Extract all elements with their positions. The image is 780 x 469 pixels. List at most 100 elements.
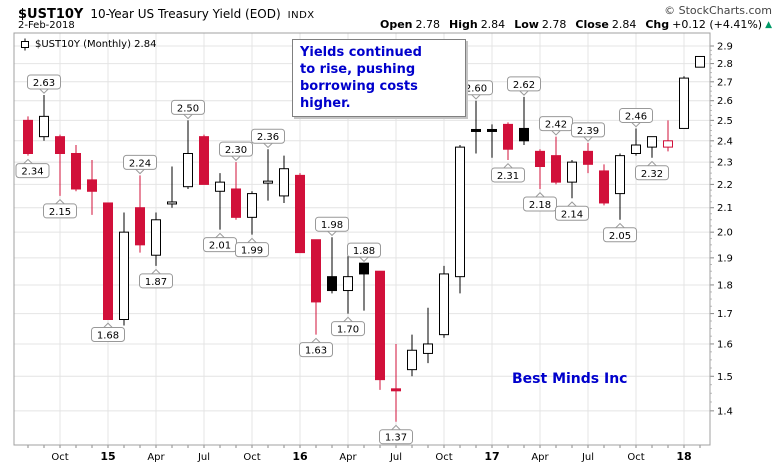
callout-value: 2.24 xyxy=(129,158,151,169)
price-callout: 2.14 xyxy=(555,201,589,221)
y-axis-label: 2.4 xyxy=(717,136,733,147)
high-label: High xyxy=(449,18,478,31)
y-axis-label: 1.9 xyxy=(717,253,733,264)
candle-body xyxy=(295,174,305,254)
x-axis-label: Oct xyxy=(243,452,260,463)
price-callout: 1.63 xyxy=(299,337,333,358)
callout-box xyxy=(43,203,77,219)
chart-legend-label: $UST10Y (Monthly) 2.84 xyxy=(35,39,157,50)
price-callout: 1.37 xyxy=(379,424,413,445)
y-axis-label: 1.7 xyxy=(717,309,733,320)
callout-box xyxy=(91,327,125,343)
candle-body xyxy=(55,136,65,154)
callout-box xyxy=(251,128,285,144)
candle-body xyxy=(183,152,193,188)
x-axis-label: 18 xyxy=(676,450,691,463)
callout-box xyxy=(219,141,253,157)
candle-body xyxy=(231,188,241,218)
callout-value: 2.01 xyxy=(209,241,231,252)
open-value: 2.78 xyxy=(415,18,441,31)
price-callout: 1.88 xyxy=(347,242,381,263)
callout-value: 2.31 xyxy=(497,171,519,182)
candle-body xyxy=(439,273,449,336)
candle-body xyxy=(71,152,81,190)
header-row: $UST10Y 10-Year US Treasury Yield (EOD) IN… xyxy=(18,3,315,22)
candle-body xyxy=(391,388,401,392)
y-axis-label: 2.0 xyxy=(717,228,733,239)
price-callout: 2.32 xyxy=(635,160,669,181)
high-value: 2.84 xyxy=(480,18,506,31)
callout-value: 2.46 xyxy=(625,111,647,122)
exchange-label: INDX xyxy=(287,10,315,21)
callout-box xyxy=(571,122,605,138)
callout-box xyxy=(171,99,205,115)
candle-body xyxy=(631,144,641,154)
callout-value: 2.14 xyxy=(561,209,583,220)
candle-body xyxy=(199,136,209,185)
price-callout: 1.98 xyxy=(315,216,349,237)
candle-body xyxy=(215,181,225,192)
price-callout: 2.31 xyxy=(491,163,525,183)
callout-value: 1.88 xyxy=(353,246,375,257)
plot-border xyxy=(13,32,711,446)
candle-body xyxy=(647,136,657,148)
callout-value: 2.42 xyxy=(545,120,567,131)
open-label: Open xyxy=(379,18,413,31)
callout-box xyxy=(315,216,349,232)
callout-box xyxy=(603,227,637,243)
callout-box xyxy=(507,76,541,92)
x-axis-label: Jul xyxy=(389,452,402,463)
x-axis-label: 17 xyxy=(484,450,499,463)
x-axis-label: Oct xyxy=(627,452,644,463)
price-callout: 1.68 xyxy=(91,322,125,343)
callout-value: 2.15 xyxy=(49,207,71,218)
price-callout: 1.70 xyxy=(331,316,365,337)
x-axis-label: Apr xyxy=(147,452,165,463)
y-axis-label: 2.2 xyxy=(717,180,733,191)
y-axis-label: 1.8 xyxy=(717,280,733,291)
close-value: 2.84 xyxy=(611,18,637,31)
candle-body xyxy=(519,127,529,142)
ticker-symbol: $UST10Y xyxy=(18,7,84,22)
callout-value: 2.63 xyxy=(33,78,55,89)
candle-body xyxy=(167,201,177,205)
candle-body xyxy=(359,262,369,275)
x-axis-label: Apr xyxy=(531,452,549,463)
candle-body xyxy=(327,276,337,292)
x-axis-label: Jul xyxy=(581,452,594,463)
callout-box xyxy=(523,196,557,212)
candle-body xyxy=(263,180,273,184)
callout-box xyxy=(555,205,589,221)
callout-box xyxy=(235,242,269,258)
y-axis-label: 2.8 xyxy=(717,59,733,70)
price-callout: 2.63 xyxy=(27,74,61,94)
price-callout: 2.62 xyxy=(507,76,541,96)
callout-value: 1.37 xyxy=(385,433,407,444)
callout-value: 2.30 xyxy=(225,145,247,156)
price-callout: 1.87 xyxy=(139,268,173,289)
candle-body xyxy=(23,119,33,154)
candle-body xyxy=(119,231,129,321)
copyright-text: © StockCharts.com xyxy=(664,4,772,17)
callout-value: 2.39 xyxy=(577,126,599,137)
price-callout: 2.39 xyxy=(571,122,605,142)
callout-box xyxy=(331,321,365,337)
price-callout: 2.01 xyxy=(203,232,237,253)
callout-box xyxy=(139,273,173,289)
y-axis-label: 1.6 xyxy=(717,339,733,350)
price-callout: 1.99 xyxy=(235,237,269,258)
callout-value: 2.32 xyxy=(641,169,663,180)
instrument-name: 10-Year US Treasury Yield (EOD) xyxy=(90,7,281,21)
change-label: Chg xyxy=(645,18,670,31)
callout-value: 1.99 xyxy=(241,246,263,257)
price-callout: 2.05 xyxy=(603,222,637,243)
x-axis-label: 16 xyxy=(292,450,308,463)
chart-date: 2-Feb-2018 xyxy=(18,20,75,31)
candle-body xyxy=(503,123,513,150)
callout-value: 2.60 xyxy=(465,84,487,95)
candle-body xyxy=(135,207,145,246)
candle-body xyxy=(279,168,289,197)
candle-body xyxy=(615,155,625,195)
